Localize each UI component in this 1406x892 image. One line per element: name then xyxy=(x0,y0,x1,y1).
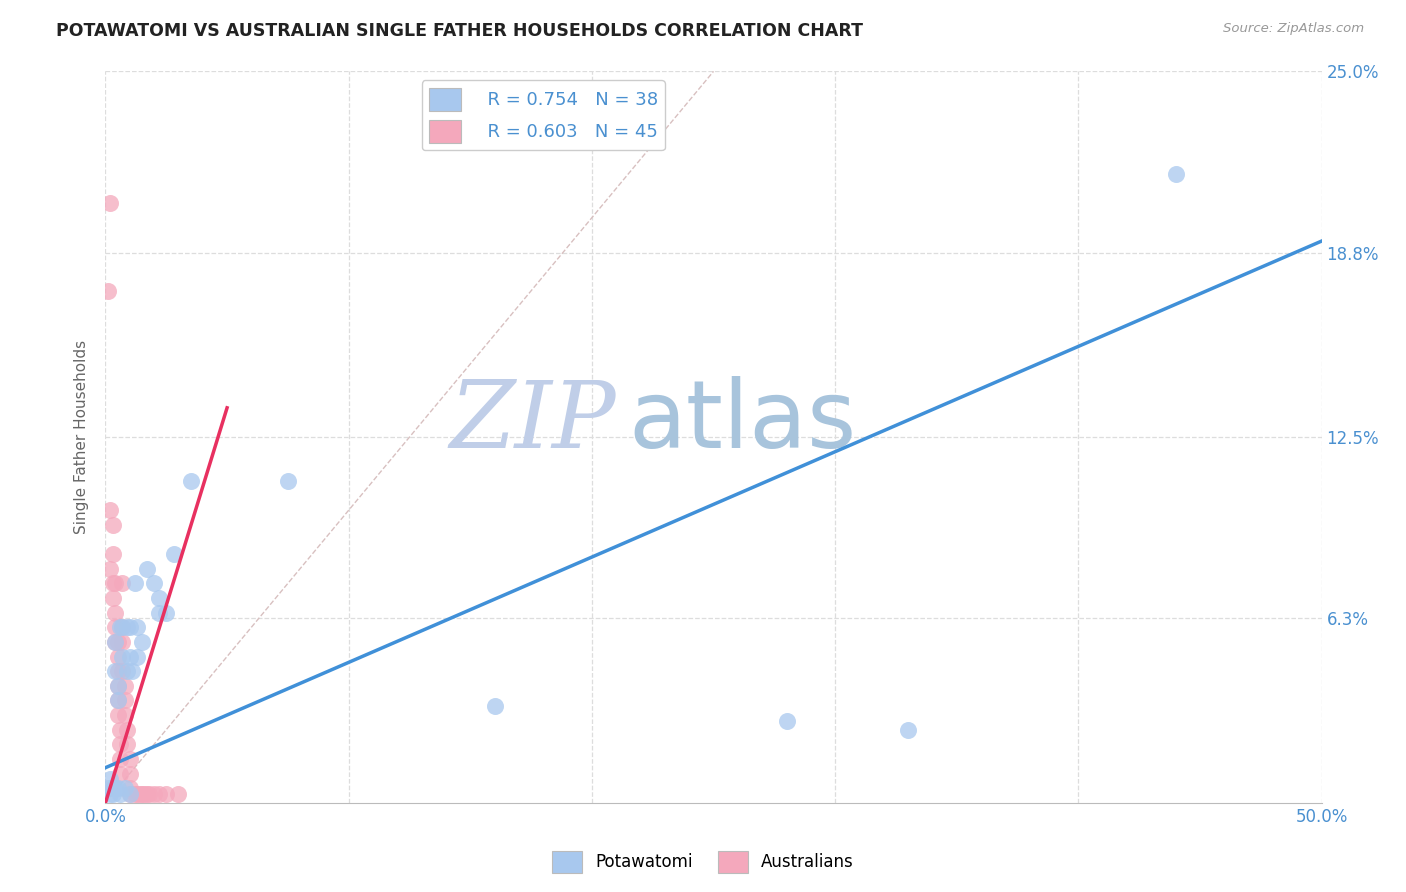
Point xyxy=(111,576,134,591)
Point xyxy=(180,474,202,488)
Point xyxy=(121,664,143,678)
Point xyxy=(107,679,129,693)
Point xyxy=(135,787,157,801)
Point xyxy=(125,620,148,634)
Point xyxy=(111,620,134,634)
Point xyxy=(108,723,131,737)
Point xyxy=(155,787,177,801)
Point xyxy=(118,752,141,766)
Point xyxy=(138,787,160,801)
Point xyxy=(117,620,139,634)
Point xyxy=(107,693,129,707)
Point xyxy=(143,787,166,801)
Text: POTAWATOMI VS AUSTRALIAN SINGLE FATHER HOUSEHOLDS CORRELATION CHART: POTAWATOMI VS AUSTRALIAN SINGLE FATHER H… xyxy=(56,22,863,40)
Point xyxy=(118,787,141,801)
Point xyxy=(118,787,141,801)
Point xyxy=(107,649,129,664)
Point xyxy=(118,649,141,664)
Point xyxy=(118,620,141,634)
Point xyxy=(98,196,121,211)
Point xyxy=(125,787,148,801)
Point xyxy=(107,693,129,707)
Point xyxy=(101,591,124,605)
Point xyxy=(114,693,136,707)
Point xyxy=(104,620,127,634)
Point xyxy=(775,714,797,728)
Point xyxy=(107,781,129,796)
Point xyxy=(104,635,127,649)
Point xyxy=(114,781,136,796)
Point xyxy=(108,752,131,766)
Point xyxy=(101,547,124,561)
Y-axis label: Single Father Households: Single Father Households xyxy=(75,340,90,534)
Point xyxy=(101,576,124,591)
Point xyxy=(101,517,124,532)
Point xyxy=(108,737,131,751)
Point xyxy=(97,781,120,796)
Point xyxy=(108,620,131,634)
Text: atlas: atlas xyxy=(628,376,856,468)
Point xyxy=(108,787,131,801)
Legend: Potawatomi, Australians: Potawatomi, Australians xyxy=(546,845,860,880)
Point xyxy=(108,766,131,780)
Point xyxy=(143,576,166,591)
Legend:   R = 0.754   N = 38,   R = 0.603   N = 45: R = 0.754 N = 38, R = 0.603 N = 45 xyxy=(422,80,665,150)
Point xyxy=(114,708,136,723)
Point xyxy=(104,576,127,591)
Text: ZIP: ZIP xyxy=(450,377,616,467)
Point xyxy=(128,787,150,801)
Point xyxy=(124,787,146,801)
Point xyxy=(167,787,190,801)
Point xyxy=(118,781,141,796)
Point xyxy=(117,664,139,678)
Point xyxy=(148,591,170,605)
Point xyxy=(117,723,139,737)
Point xyxy=(104,606,127,620)
Point xyxy=(98,772,121,787)
Point xyxy=(897,723,920,737)
Point xyxy=(111,649,134,664)
Point xyxy=(117,737,139,751)
Point xyxy=(134,787,156,801)
Point xyxy=(277,474,299,488)
Point xyxy=(107,635,129,649)
Point xyxy=(101,787,124,801)
Point xyxy=(118,766,141,780)
Point xyxy=(98,562,121,576)
Point xyxy=(107,708,129,723)
Point xyxy=(107,679,129,693)
Point xyxy=(111,664,134,678)
Point xyxy=(124,576,146,591)
Point xyxy=(148,606,170,620)
Text: Source: ZipAtlas.com: Source: ZipAtlas.com xyxy=(1223,22,1364,36)
Point xyxy=(97,284,120,298)
Point xyxy=(104,635,127,649)
Point xyxy=(125,649,148,664)
Point xyxy=(162,547,184,561)
Point xyxy=(104,781,127,796)
Point xyxy=(135,562,157,576)
Point xyxy=(111,620,134,634)
Point xyxy=(107,664,129,678)
Point xyxy=(114,679,136,693)
Point xyxy=(104,664,127,678)
Point xyxy=(111,635,134,649)
Point xyxy=(484,699,506,714)
Point xyxy=(131,635,153,649)
Point xyxy=(98,787,121,801)
Point xyxy=(98,503,121,517)
Point xyxy=(131,787,153,801)
Point xyxy=(1164,167,1187,181)
Point xyxy=(155,606,177,620)
Point xyxy=(148,787,170,801)
Point xyxy=(101,781,124,796)
